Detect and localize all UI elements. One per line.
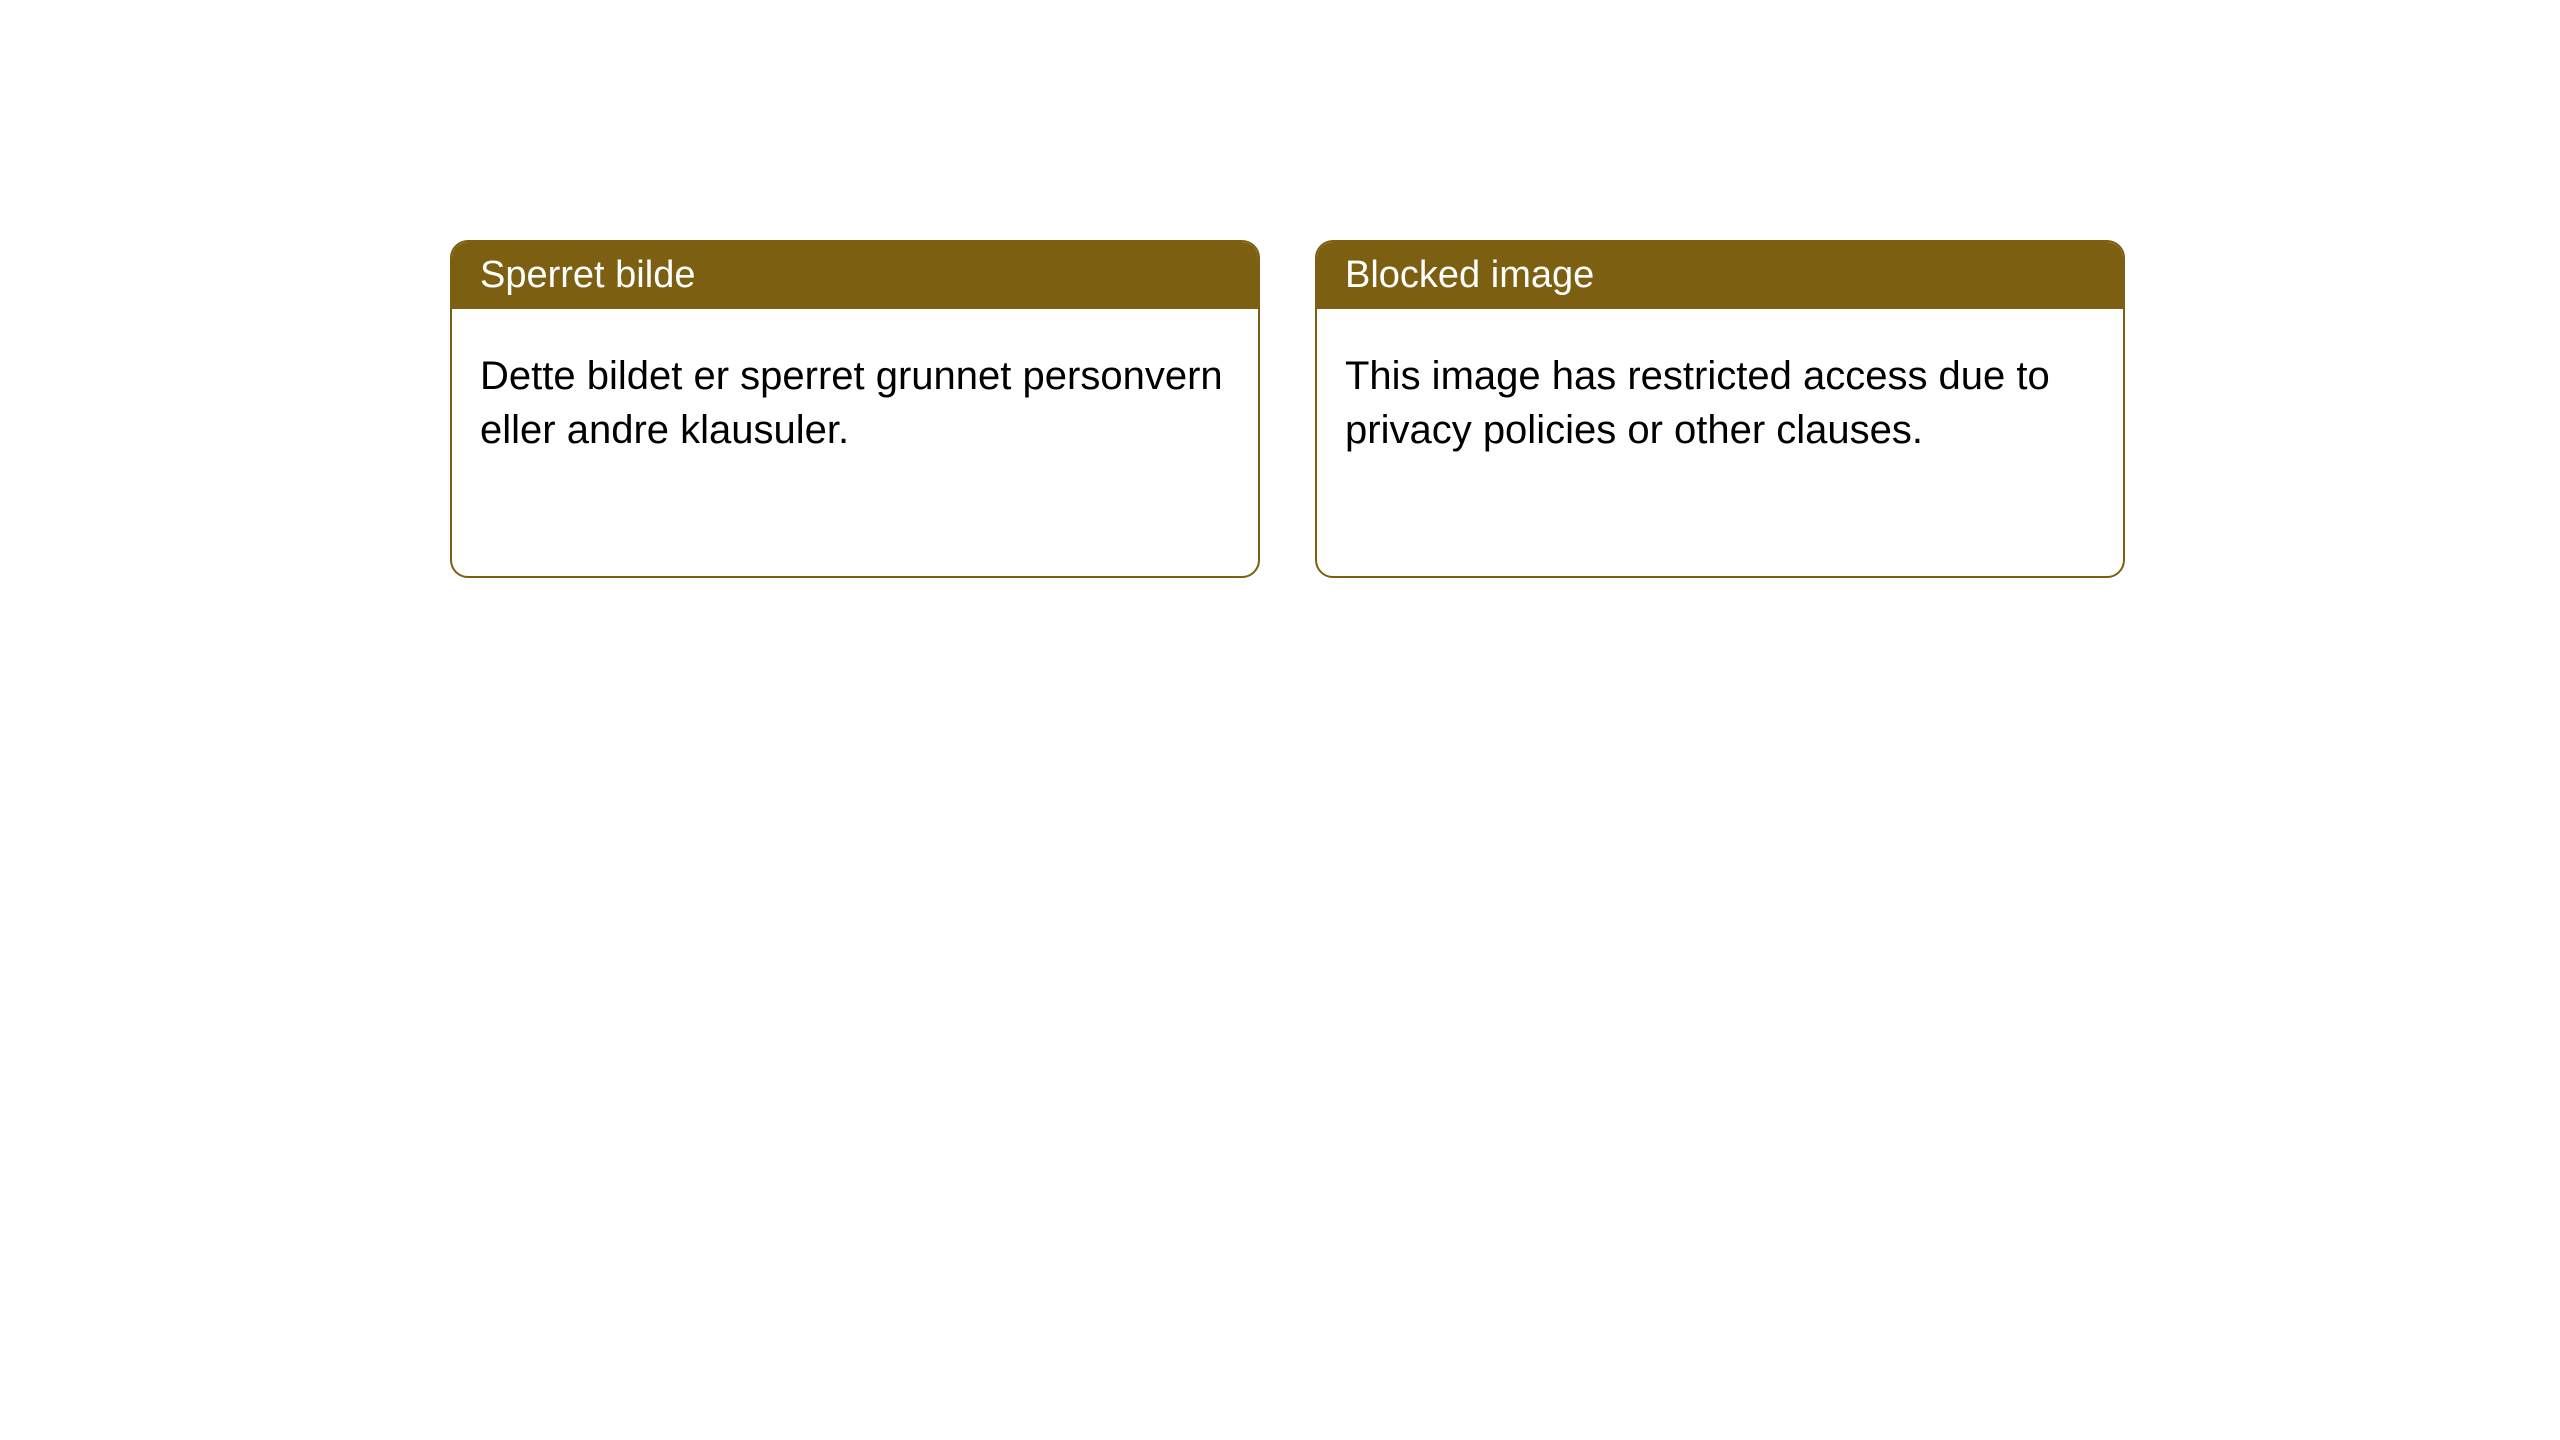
card-header: Sperret bilde — [452, 242, 1258, 309]
card-body-text: This image has restricted access due to … — [1345, 354, 2050, 452]
card-title: Blocked image — [1345, 254, 1594, 296]
card-body-text: Dette bildet er sperret grunnet personve… — [480, 354, 1223, 452]
card-body: Dette bildet er sperret grunnet personve… — [452, 309, 1258, 497]
notice-card-norwegian: Sperret bilde Dette bildet er sperret gr… — [450, 240, 1260, 578]
notice-card-english: Blocked image This image has restricted … — [1315, 240, 2125, 578]
card-title: Sperret bilde — [480, 254, 695, 296]
notice-cards-container: Sperret bilde Dette bildet er sperret gr… — [450, 240, 2125, 578]
card-body: This image has restricted access due to … — [1317, 309, 2123, 497]
card-header: Blocked image — [1317, 242, 2123, 309]
